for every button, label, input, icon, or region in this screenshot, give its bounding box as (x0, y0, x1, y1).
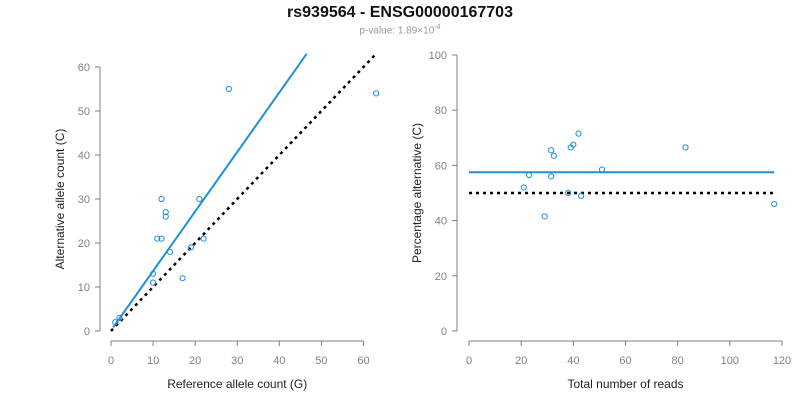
chart-title: rs939564 - ENSG00000167703 (287, 4, 513, 21)
right-data-point (578, 192, 585, 199)
left-y-tick-label: 60 (78, 62, 90, 74)
left-x-tick-label: 10 (147, 355, 159, 367)
right-y-tick-label: 80 (435, 105, 447, 117)
right-y-tick-label: 20 (435, 271, 447, 283)
left-data-point (162, 209, 169, 216)
left-data-point (166, 248, 174, 255)
left-y-tick-label: 0 (84, 326, 90, 338)
right-data-point (570, 141, 577, 148)
left-data-point (149, 270, 157, 277)
left-data-point (162, 213, 169, 220)
right-data-point (598, 166, 606, 173)
left-x-axis-title: Reference allele count (G) (167, 377, 307, 391)
right-x-tick-label: 100 (721, 355, 739, 367)
left-data-point (179, 275, 186, 282)
right-data-point (575, 130, 582, 137)
right-x-tick-label: 0 (466, 355, 472, 367)
left-y-tick-label: 50 (78, 106, 90, 118)
left-data-point (225, 85, 232, 93)
right-x-axis-title: Total number of reads (567, 377, 683, 391)
right-data-point (525, 171, 533, 179)
left-x-tick-label: 50 (315, 355, 327, 367)
p-value-exponent: -4 (434, 24, 441, 31)
left-x-tick-label: 60 (357, 355, 369, 367)
left-scatter-panel: 0 10 20 30 40 50 60 0 10 20 30 40 50 60 Reference alle… (53, 52, 380, 391)
right-y-axis-title: Percentage alternative (C) (410, 123, 424, 263)
left-data-point (196, 195, 203, 203)
left-y-tick-label: 10 (78, 282, 90, 294)
right-x-tick-label: 120 (773, 355, 791, 367)
left-data-point (149, 279, 157, 286)
right-scatter-panel: 0 20 40 60 80 100 120 0 20 40 60 80 100 Total number … (410, 50, 791, 391)
left-y-tick-label: 20 (78, 238, 90, 250)
left-data-point (158, 195, 165, 203)
left-data-point (200, 235, 207, 242)
left-y-axis-title: Alternative allele count (C) (53, 129, 67, 270)
right-data-point (550, 152, 557, 159)
right-y-tick-label: 0 (441, 326, 447, 338)
right-y-tick-label: 40 (435, 216, 447, 228)
right-x-tick-label: 40 (567, 355, 579, 367)
right-y-tick-label: 100 (429, 50, 447, 62)
chart-subtitle: p-value: 1.89×10-4 (0, 24, 800, 36)
left-data-point (116, 314, 123, 321)
right-data-point (541, 213, 548, 220)
left-data-point (187, 244, 195, 251)
right-data-point (548, 173, 555, 180)
left-x-tick-label: 30 (231, 355, 243, 367)
left-x-tick-label: 20 (189, 355, 201, 367)
left-reference-line (110, 52, 378, 332)
left-fit-line (112, 53, 308, 329)
right-data-point (682, 144, 689, 151)
right-data-point (565, 189, 572, 197)
right-y-tick-label: 60 (435, 160, 447, 172)
right-data-point (548, 147, 555, 154)
right-data-point (771, 200, 778, 208)
right-x-tick-label: 60 (619, 355, 631, 367)
left-data-point (154, 235, 161, 242)
right-x-tick-label: 20 (515, 355, 527, 367)
left-y-tick-label: 40 (78, 150, 90, 162)
right-x-tick-label: 80 (672, 355, 684, 367)
right-data-point (520, 184, 527, 191)
left-data-point (373, 90, 380, 97)
left-x-tick-label: 40 (273, 355, 285, 367)
left-data-point (112, 319, 119, 326)
left-y-tick-label: 30 (78, 194, 90, 206)
left-data-point (158, 235, 165, 242)
left-x-tick-label: 0 (108, 355, 114, 367)
p-value-text: p-value: 1.89×10 (359, 25, 435, 37)
